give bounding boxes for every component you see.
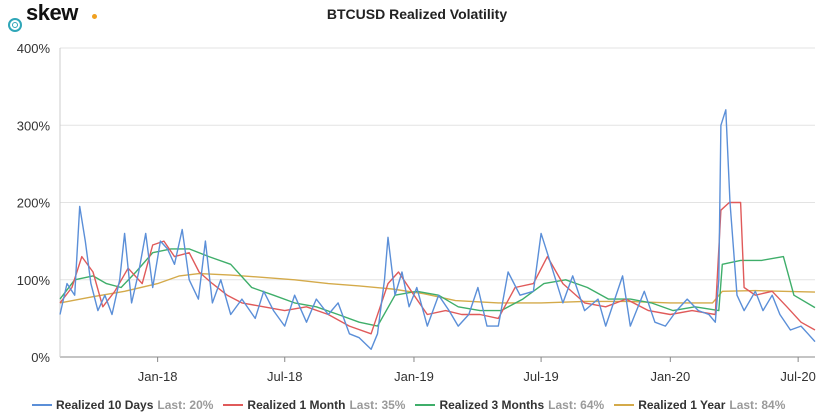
brand-name: skew <box>26 0 78 25</box>
legend-last-value: Last: 64% <box>548 398 605 412</box>
legend-item[interactable]: Realized 3 Months Last: 64% <box>415 398 604 412</box>
x-tick-label: Jan-20 <box>650 369 690 384</box>
legend-line-icon <box>223 404 244 406</box>
skew-logo-icon <box>8 18 22 32</box>
y-tick-label: 0% <box>31 350 50 365</box>
legend-last-value: Last: 35% <box>349 398 406 412</box>
x-tick-label: Jul-20 <box>780 369 815 384</box>
y-tick-label: 200% <box>17 196 51 211</box>
legend-item[interactable]: Realized 1 Month Last: 35% <box>223 398 405 412</box>
series-line-realized-10-days <box>59 109 816 350</box>
brand-accent-dot <box>92 14 97 19</box>
x-tick-label: Jan-18 <box>138 369 178 384</box>
volatility-chart: 0% 100% 200% 300% 400% Jan-18 Jul-18 Jan-19 Jul-… <box>17 41 816 384</box>
legend-line-icon <box>415 404 436 406</box>
legend-item[interactable]: Realized 1 Year Last: 84% <box>614 398 785 412</box>
y-tick-label: 400% <box>17 41 51 56</box>
x-tick-label: Jan-19 <box>394 369 434 384</box>
chart-title: BTCUSD Realized Volatility <box>326 6 508 22</box>
legend-series-name: Realized 3 Months <box>439 398 545 412</box>
legend-last-value: Last: 20% <box>157 398 214 412</box>
legend-line-icon <box>614 404 635 406</box>
y-tick-label: 300% <box>17 118 51 133</box>
series-line-realized-3-months <box>59 248 816 327</box>
legend-item[interactable]: Realized 10 Days Last: 20% <box>32 398 213 412</box>
y-tick-label: 100% <box>17 273 51 288</box>
series-line-realized-1-month <box>59 201 816 335</box>
legend-series-name: Realized 1 Month <box>247 398 346 412</box>
legend-last-value: Last: 84% <box>729 398 786 412</box>
skew-logo: skew <box>4 0 124 36</box>
x-tick-label: Jul-19 <box>523 369 558 384</box>
x-tick-label: Jul-18 <box>267 369 302 384</box>
legend-series-name: Realized 1 Year <box>638 398 726 412</box>
legend-line-icon <box>32 404 52 406</box>
legend-series-name: Realized 10 Days <box>56 398 154 412</box>
chart-legend: Realized 10 Days Last: 20% Realized 1 Mont… <box>32 395 832 415</box>
